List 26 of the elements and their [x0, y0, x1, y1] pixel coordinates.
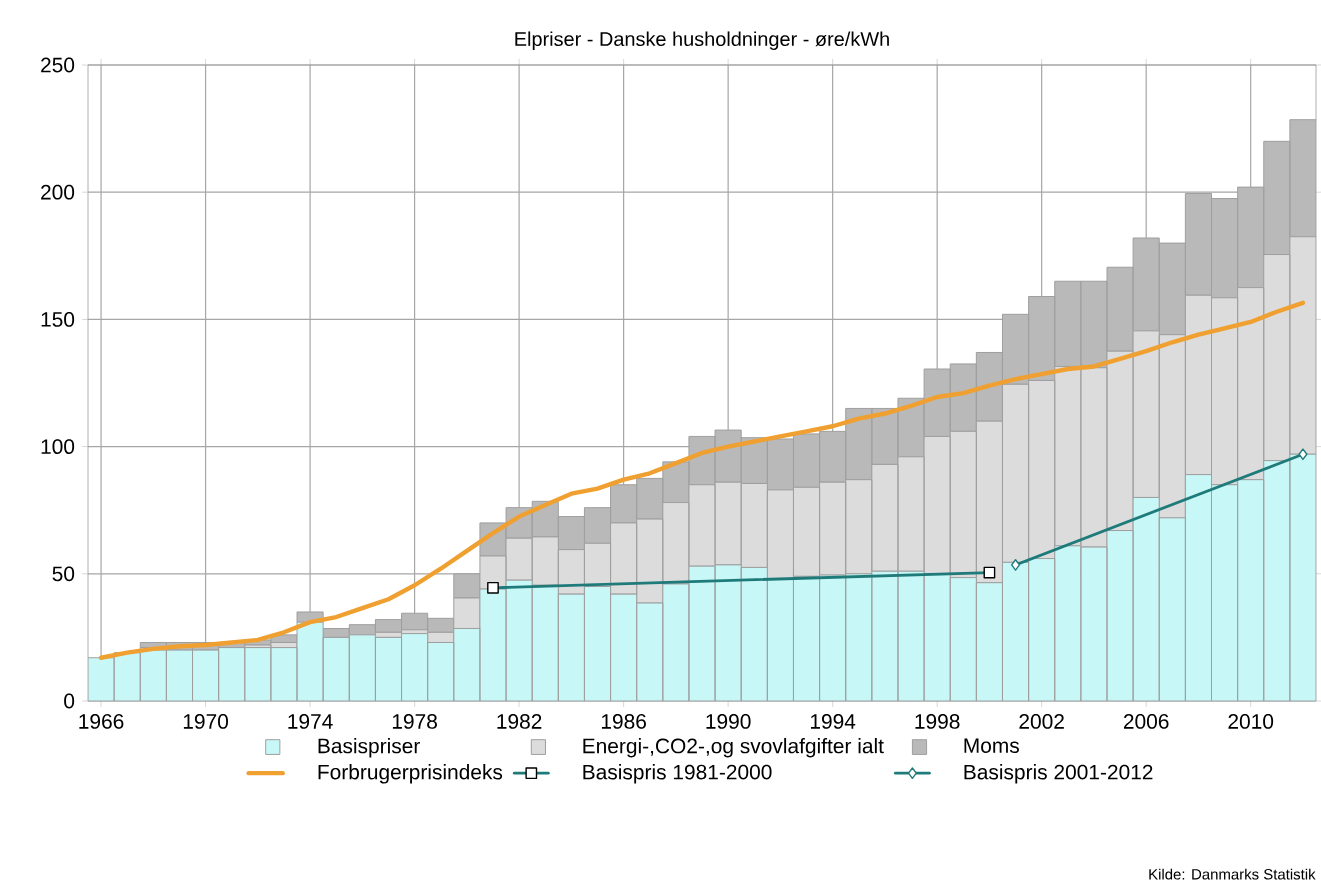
- legend-label: Basispris 1981-2000: [583, 764, 772, 784]
- legend-label: Basispriser: [318, 737, 420, 758]
- x-tick-label: 2010: [1228, 714, 1274, 729]
- x-tick-label: 1994: [810, 714, 856, 729]
- x-tick-label: 1998: [915, 714, 960, 729]
- x-tick-label: 2002: [1019, 714, 1064, 729]
- legend-label: Basispris 2001-2012: [964, 764, 1153, 784]
- chart-title: Elpriser - Danske husholdninger - øre/kWh: [515, 31, 889, 50]
- y-tick-label: 0: [64, 693, 75, 709]
- legend-label: Energi-,CO2-,og svovlafgifter ialt: [583, 737, 884, 758]
- x-tick-label: 1990: [706, 714, 751, 729]
- x-tick-label: 1978: [392, 714, 437, 729]
- x-tick-label: 1970: [183, 714, 229, 729]
- x-tick-label: 1982: [497, 714, 542, 729]
- y-tick-label: 150: [41, 312, 75, 327]
- y-tick-label: 250: [41, 57, 75, 73]
- y-tick-label: 200: [41, 184, 75, 200]
- legend-label: Forbrugerprisindeks: [318, 764, 503, 784]
- x-tick-label: 1966: [79, 714, 124, 729]
- text: Kilde: Danmarks Statistik: [1149, 868, 1316, 880]
- y-tick-label: 50: [52, 566, 75, 582]
- x-tick-label: 1986: [601, 714, 646, 729]
- x-tick-label: 1974: [288, 714, 333, 729]
- legend-label: Moms: [964, 738, 1019, 753]
- y-tick-label: 100: [41, 439, 75, 455]
- x-tick-label: 2006: [1123, 714, 1169, 729]
